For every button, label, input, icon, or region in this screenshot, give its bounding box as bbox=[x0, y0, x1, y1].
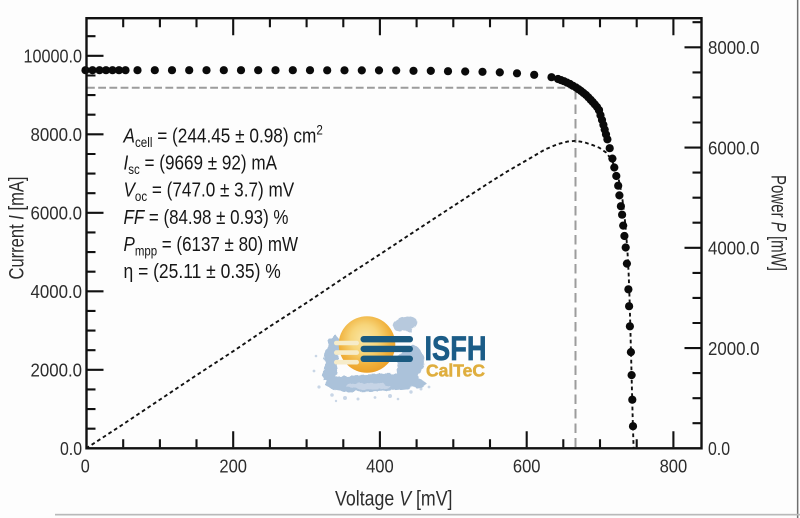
svg-text:Pmpp = (6137 ± 80) mW: Pmpp = (6137 ± 80) mW bbox=[124, 234, 299, 259]
svg-text:FF = (84.98 ± 0.93) %: FF = (84.98 ± 0.93) % bbox=[124, 207, 289, 229]
svg-text:8000.0: 8000.0 bbox=[31, 124, 83, 145]
svg-text:0.0: 0.0 bbox=[60, 438, 82, 459]
svg-text:2000.0: 2000.0 bbox=[31, 360, 83, 381]
svg-text:6000.0: 6000.0 bbox=[708, 137, 760, 158]
svg-text:400: 400 bbox=[366, 456, 394, 477]
svg-text:200: 200 bbox=[219, 456, 247, 477]
svg-text:600: 600 bbox=[513, 456, 541, 477]
svg-text:Current I [mA]: Current I [mA] bbox=[6, 177, 29, 280]
svg-text:4000.0: 4000.0 bbox=[708, 238, 760, 259]
svg-text:0.0: 0.0 bbox=[708, 438, 730, 459]
svg-text:ISFH: ISFH bbox=[425, 330, 487, 368]
svg-text:CalTeC: CalTeC bbox=[426, 360, 485, 380]
svg-text:6000.0: 6000.0 bbox=[31, 203, 83, 224]
svg-text:4000.0: 4000.0 bbox=[31, 281, 83, 302]
svg-text:10000.0: 10000.0 bbox=[24, 46, 83, 67]
svg-text:Isc = (9669 ± 92) mA: Isc = (9669 ± 92) mA bbox=[124, 153, 278, 178]
svg-text:Voc = (747.0 ± 3.7) mV: Voc = (747.0 ± 3.7) mV bbox=[124, 180, 295, 205]
svg-text:η = (25.11 ± 0.35) %: η = (25.11 ± 0.35) % bbox=[124, 261, 281, 283]
svg-text:Acell = (244.45 ± 0.98) cm2: Acell = (244.45 ± 0.98) cm2 bbox=[123, 123, 323, 151]
svg-text:800: 800 bbox=[660, 456, 688, 477]
svg-text:2000.0: 2000.0 bbox=[708, 338, 760, 359]
svg-text:0: 0 bbox=[81, 456, 90, 477]
svg-text:Power P [mW]: Power P [mW] bbox=[767, 175, 790, 271]
svg-text:8000.0: 8000.0 bbox=[708, 37, 760, 58]
svg-text:Voltage V [mV]: Voltage V [mV] bbox=[335, 488, 453, 511]
